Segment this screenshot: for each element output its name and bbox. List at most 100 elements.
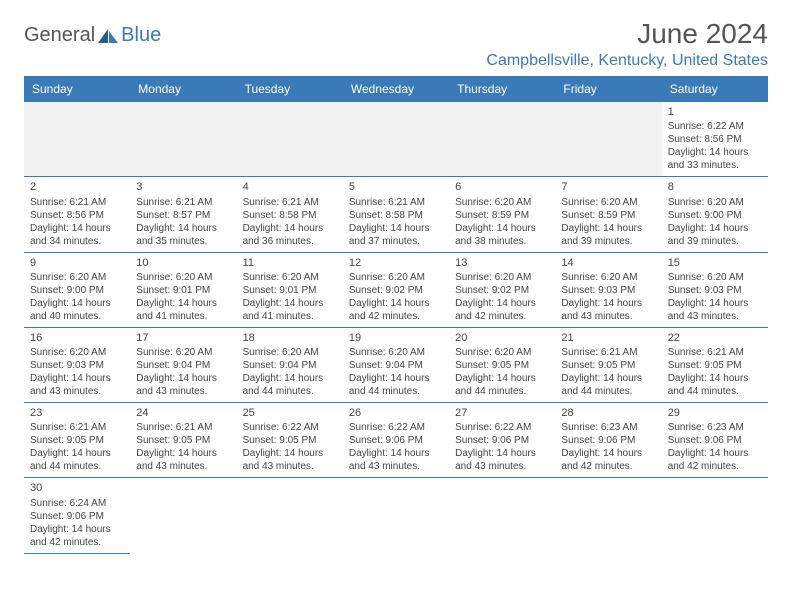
- day-info-line: Sunset: 8:59 PM: [455, 209, 549, 222]
- day-info-line: and 44 minutes.: [349, 385, 443, 398]
- day-info-line: Sunrise: 6:20 AM: [243, 271, 337, 284]
- calendar-cell: 20Sunrise: 6:20 AMSunset: 9:05 PMDayligh…: [449, 327, 555, 402]
- calendar-cell: 6Sunrise: 6:20 AMSunset: 8:59 PMDaylight…: [449, 177, 555, 252]
- day-info-line: and 44 minutes.: [561, 385, 655, 398]
- day-info-line: Daylight: 14 hours: [668, 146, 762, 159]
- day-number: 9: [30, 256, 124, 270]
- calendar-cell: 10Sunrise: 6:20 AMSunset: 9:01 PMDayligh…: [130, 252, 236, 327]
- day-info-line: Sunset: 9:04 PM: [243, 359, 337, 372]
- day-info-line: Sunrise: 6:20 AM: [136, 271, 230, 284]
- day-info-line: and 39 minutes.: [561, 235, 655, 248]
- day-info-line: Sunrise: 6:21 AM: [30, 196, 124, 209]
- day-info-line: Sunrise: 6:20 AM: [349, 271, 443, 284]
- day-info-line: and 43 minutes.: [561, 310, 655, 323]
- day-info-line: Sunset: 9:02 PM: [349, 284, 443, 297]
- day-info-line: Sunset: 9:01 PM: [136, 284, 230, 297]
- calendar-cell: [237, 102, 343, 177]
- calendar-cell: 2Sunrise: 6:21 AMSunset: 8:56 PMDaylight…: [24, 177, 130, 252]
- calendar-cell: 23Sunrise: 6:21 AMSunset: 9:05 PMDayligh…: [24, 403, 130, 478]
- calendar-cell: [449, 102, 555, 177]
- day-info-line: and 43 minutes.: [455, 460, 549, 473]
- day-info-line: Daylight: 14 hours: [455, 222, 549, 235]
- day-info-line: Sunrise: 6:20 AM: [30, 346, 124, 359]
- day-number: 6: [455, 180, 549, 194]
- day-info-line: and 44 minutes.: [455, 385, 549, 398]
- day-info-line: Daylight: 14 hours: [243, 372, 337, 385]
- calendar-cell: 13Sunrise: 6:20 AMSunset: 9:02 PMDayligh…: [449, 252, 555, 327]
- calendar-week-row: 30Sunrise: 6:24 AMSunset: 9:06 PMDayligh…: [24, 478, 768, 553]
- day-info-line: Sunrise: 6:22 AM: [349, 421, 443, 434]
- day-info-line: and 41 minutes.: [136, 310, 230, 323]
- day-info-line: Daylight: 14 hours: [455, 297, 549, 310]
- calendar-cell: 1Sunrise: 6:22 AMSunset: 8:56 PMDaylight…: [662, 102, 768, 177]
- calendar-cell: 28Sunrise: 6:23 AMSunset: 9:06 PMDayligh…: [555, 403, 661, 478]
- day-info-line: Sunset: 8:59 PM: [561, 209, 655, 222]
- day-number: 24: [136, 406, 230, 420]
- day-info-line: Sunset: 9:06 PM: [349, 434, 443, 447]
- day-info-line: Daylight: 14 hours: [561, 372, 655, 385]
- day-number: 25: [243, 406, 337, 420]
- calendar-cell: 5Sunrise: 6:21 AMSunset: 8:58 PMDaylight…: [343, 177, 449, 252]
- day-info-line: and 42 minutes.: [668, 460, 762, 473]
- day-info-line: and 33 minutes.: [668, 159, 762, 172]
- day-number: 4: [243, 180, 337, 194]
- day-info-line: and 43 minutes.: [668, 310, 762, 323]
- location-text: Campbellsville, Kentucky, United States: [486, 52, 768, 70]
- day-number: 28: [561, 406, 655, 420]
- day-info-line: Daylight: 14 hours: [30, 297, 124, 310]
- calendar-cell: [449, 478, 555, 553]
- calendar-cell: 16Sunrise: 6:20 AMSunset: 9:03 PMDayligh…: [24, 327, 130, 402]
- month-title: June 2024: [486, 18, 768, 50]
- day-number: 3: [136, 180, 230, 194]
- day-info-line: Sunset: 8:56 PM: [668, 133, 762, 146]
- calendar-cell: [662, 478, 768, 553]
- day-info-line: Sunrise: 6:21 AM: [243, 196, 337, 209]
- day-info-line: Daylight: 14 hours: [243, 297, 337, 310]
- calendar-cell: [24, 102, 130, 177]
- weekday-header: Sunday: [24, 76, 130, 102]
- calendar-week-row: 2Sunrise: 6:21 AMSunset: 8:56 PMDaylight…: [24, 177, 768, 252]
- day-info-line: Sunset: 9:00 PM: [668, 209, 762, 222]
- calendar-cell: 27Sunrise: 6:22 AMSunset: 9:06 PMDayligh…: [449, 403, 555, 478]
- calendar-cell: [343, 478, 449, 553]
- day-info-line: and 36 minutes.: [243, 235, 337, 248]
- logo-text-blue: Blue: [121, 24, 161, 47]
- day-info-line: Daylight: 14 hours: [349, 222, 443, 235]
- day-number: 8: [668, 180, 762, 194]
- day-number: 22: [668, 331, 762, 345]
- calendar-cell: 15Sunrise: 6:20 AMSunset: 9:03 PMDayligh…: [662, 252, 768, 327]
- day-info-line: Daylight: 14 hours: [349, 372, 443, 385]
- day-info-line: Sunset: 9:06 PM: [561, 434, 655, 447]
- calendar-cell: 21Sunrise: 6:21 AMSunset: 9:05 PMDayligh…: [555, 327, 661, 402]
- day-info-line: Sunrise: 6:21 AM: [668, 346, 762, 359]
- calendar-cell: [130, 102, 236, 177]
- logo: General Blue: [24, 24, 161, 47]
- title-block: June 2024 Campbellsville, Kentucky, Unit…: [486, 18, 768, 70]
- calendar-cell: 9Sunrise: 6:20 AMSunset: 9:00 PMDaylight…: [24, 252, 130, 327]
- day-info-line: and 43 minutes.: [136, 385, 230, 398]
- day-info-line: Daylight: 14 hours: [668, 447, 762, 460]
- calendar-cell: 4Sunrise: 6:21 AMSunset: 8:58 PMDaylight…: [237, 177, 343, 252]
- day-info-line: Daylight: 14 hours: [136, 372, 230, 385]
- calendar-cell: 14Sunrise: 6:20 AMSunset: 9:03 PMDayligh…: [555, 252, 661, 327]
- day-info-line: Sunrise: 6:20 AM: [30, 271, 124, 284]
- calendar-table: Sunday Monday Tuesday Wednesday Thursday…: [24, 76, 768, 554]
- day-info-line: Sunset: 9:01 PM: [243, 284, 337, 297]
- day-info-line: Sunrise: 6:21 AM: [349, 196, 443, 209]
- calendar-cell: 7Sunrise: 6:20 AMSunset: 8:59 PMDaylight…: [555, 177, 661, 252]
- day-info-line: Sunset: 9:00 PM: [30, 284, 124, 297]
- day-number: 10: [136, 256, 230, 270]
- day-info-line: Sunset: 9:05 PM: [243, 434, 337, 447]
- day-info-line: Sunset: 9:05 PM: [455, 359, 549, 372]
- calendar-cell: 18Sunrise: 6:20 AMSunset: 9:04 PMDayligh…: [237, 327, 343, 402]
- day-info-line: Sunrise: 6:20 AM: [455, 271, 549, 284]
- calendar-week-row: 23Sunrise: 6:21 AMSunset: 9:05 PMDayligh…: [24, 403, 768, 478]
- day-info-line: and 38 minutes.: [455, 235, 549, 248]
- day-info-line: and 44 minutes.: [243, 385, 337, 398]
- calendar-cell: 3Sunrise: 6:21 AMSunset: 8:57 PMDaylight…: [130, 177, 236, 252]
- day-info-line: and 34 minutes.: [30, 235, 124, 248]
- day-info-line: and 42 minutes.: [561, 460, 655, 473]
- day-info-line: Daylight: 14 hours: [561, 297, 655, 310]
- day-info-line: Daylight: 14 hours: [561, 222, 655, 235]
- day-number: 1: [668, 105, 762, 119]
